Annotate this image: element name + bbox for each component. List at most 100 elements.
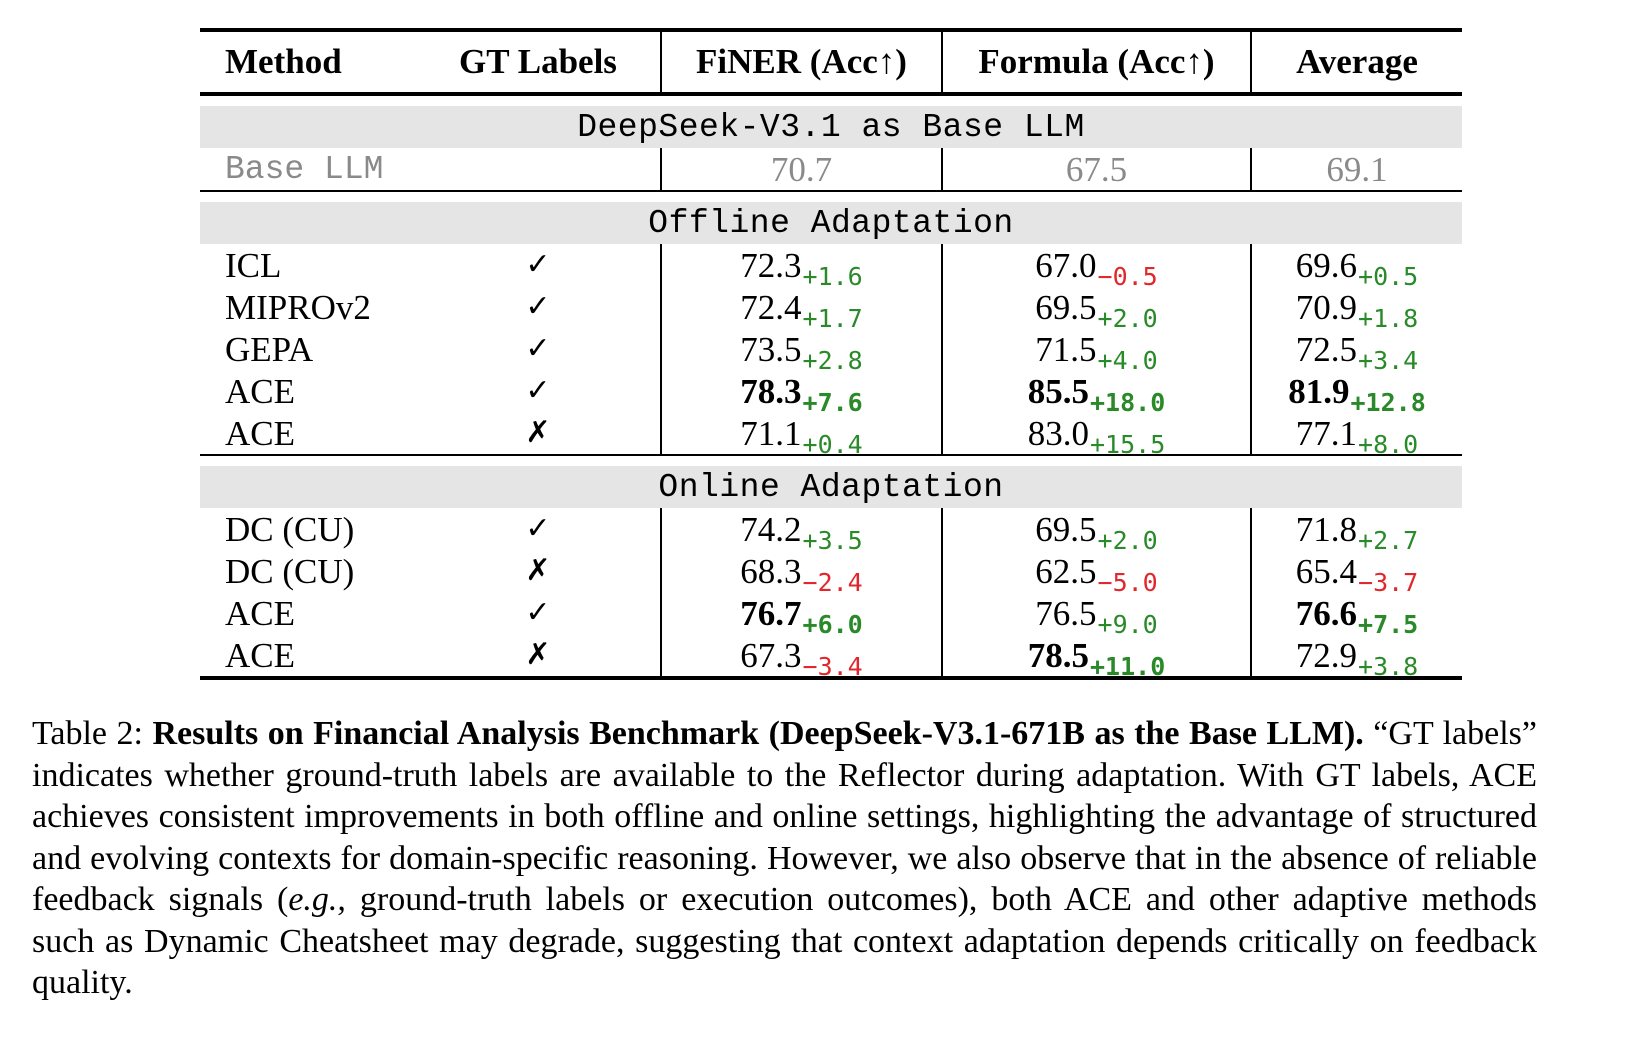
formula-cell: 69.5+2.0 [942, 286, 1252, 331]
method-cell: DC (CU) [225, 509, 355, 549]
formula-cell: 83.0+15.5 [942, 412, 1252, 457]
formula-delta: +9.0 [1097, 609, 1158, 639]
average-value: 72.5 [1295, 329, 1358, 369]
formula-value: 67.0 [1035, 245, 1097, 285]
gt-check-icon: ✓ [416, 328, 662, 370]
method-cell: ACE [225, 413, 295, 453]
gt-check-icon: ✓ [416, 508, 662, 550]
gt-cross-icon: ✗ [416, 412, 662, 455]
table-row: GEPA ✓ 73.5+2.8 71.5+4.0 72.5+3.4 [200, 328, 1462, 373]
section-label: Offline Adaptation [200, 202, 1462, 244]
average-value: 76.6 [1295, 593, 1358, 633]
formula-cell: 67.0−0.5 [942, 244, 1252, 289]
average-delta: +3.8 [1358, 651, 1419, 681]
table-row: ACE ✗ 67.3−3.4 78.5+11.0 72.9+3.8 [200, 634, 1462, 681]
gt-cross-icon: ✗ [416, 550, 662, 592]
formula-value: 69.5 [1035, 287, 1097, 327]
finer-delta: +1.7 [802, 303, 863, 333]
header-average: Average [1251, 28, 1462, 96]
method-cell: ICL [225, 245, 282, 285]
formula-delta: +15.5 [1089, 429, 1166, 459]
table-row: ACE ✓ 78.3+7.6 85.5+18.0 81.9+12.8 [200, 370, 1462, 415]
gt-check-icon: ✓ [416, 592, 662, 634]
finer-value: 78.3 [740, 371, 802, 411]
average-value: 81.9 [1288, 371, 1350, 411]
average-cell: 65.4−3.7 [1251, 550, 1462, 595]
finer-delta: +6.0 [802, 609, 863, 639]
average-cell: 69.1 [1326, 149, 1388, 189]
gt-cross-icon: ✗ [416, 634, 662, 680]
formula-value: 76.5 [1035, 593, 1097, 633]
average-value: 71.8 [1295, 509, 1358, 549]
formula-cell: 76.5+9.0 [942, 592, 1252, 637]
formula-value: 83.0 [1027, 413, 1089, 453]
finer-delta: −2.4 [802, 567, 863, 597]
finer-value: 68.3 [740, 551, 802, 591]
finer-delta: +7.6 [802, 387, 863, 417]
formula-cell: 62.5−5.0 [942, 550, 1252, 595]
formula-value: 85.5 [1027, 371, 1089, 411]
header-row: Method GT Labels FiNER (Acc↑) Formula (A… [200, 28, 1462, 96]
formula-cell: 85.5+18.0 [942, 370, 1252, 415]
formula-cell: 69.5+2.0 [942, 508, 1252, 553]
header-gt-labels: GT Labels [416, 28, 662, 96]
gt-check-icon: ✓ [416, 370, 662, 412]
base-llm-row: Base LLM 70.7 67.5 69.1 [200, 148, 1462, 191]
method-cell: ACE [200, 634, 416, 680]
average-cell: 72.9+3.8 [1251, 634, 1462, 681]
formula-delta: +2.0 [1097, 525, 1158, 555]
average-value: 70.9 [1295, 287, 1358, 327]
table-row: DC (CU) ✗ 68.3−2.4 62.5−5.0 65.4−3.7 [200, 550, 1462, 595]
finer-cell: 70.7 [661, 148, 943, 191]
finer-value: 76.7 [740, 593, 802, 633]
formula-value: 62.5 [1035, 551, 1097, 591]
finer-value: 73.5 [740, 329, 802, 369]
average-value: 65.4 [1295, 551, 1358, 591]
average-delta: +7.5 [1358, 609, 1419, 639]
finer-value: 72.4 [740, 287, 802, 327]
section-label: Online Adaptation [200, 466, 1462, 508]
average-cell: 81.9+12.8 [1251, 370, 1462, 415]
formula-value: 78.5 [1027, 635, 1089, 675]
section-offline: Offline Adaptation [200, 202, 1462, 244]
formula-cell: 67.5 [942, 148, 1252, 191]
method-cell: Base LLM [225, 150, 384, 188]
caption-label: Table 2: [32, 715, 143, 752]
average-value: 77.1 [1295, 413, 1358, 453]
finer-cell: 67.3−3.4 [661, 634, 943, 681]
caption-title: Results on Financial Analysis Benchmark … [152, 715, 1364, 752]
finer-delta: +1.6 [802, 261, 863, 291]
finer-cell: 74.2+3.5 [661, 508, 943, 553]
method-cell: ACE [225, 593, 295, 633]
method-cell: MIPROv2 [225, 287, 371, 327]
formula-delta: +2.0 [1097, 303, 1158, 333]
average-cell: 77.1+8.0 [1251, 412, 1462, 457]
section-base-llm: DeepSeek-V3.1 as Base LLM [200, 106, 1462, 148]
results-table-container: Method GT Labels FiNER (Acc↑) Formula (A… [200, 28, 1462, 680]
method-cell: DC (CU) [225, 551, 355, 591]
average-cell: 72.5+3.4 [1251, 328, 1462, 373]
formula-value: 71.5 [1035, 329, 1097, 369]
average-delta: +8.0 [1358, 429, 1419, 459]
caption-body-2: ground-truth labels or execution outcome… [32, 881, 1537, 1001]
finer-cell: 72.3+1.6 [661, 244, 943, 289]
header-method: Method [200, 28, 416, 96]
average-delta: +3.4 [1358, 345, 1419, 375]
average-value: 72.9 [1295, 635, 1358, 675]
finer-delta: −3.4 [802, 651, 863, 681]
gt-check-icon: ✓ [416, 286, 662, 328]
section-label: DeepSeek-V3.1 as Base LLM [200, 106, 1462, 148]
table-row: MIPROv2 ✓ 72.4+1.7 69.5+2.0 70.9+1.8 [200, 286, 1462, 331]
method-cell: ACE [225, 371, 295, 411]
formula-delta: −0.5 [1097, 261, 1158, 291]
section-online: Online Adaptation [200, 466, 1462, 508]
average-delta: +12.8 [1350, 387, 1426, 417]
formula-value: 69.5 [1035, 509, 1097, 549]
average-value: 69.6 [1295, 245, 1358, 285]
table-row: ACE ✓ 76.7+6.0 76.5+9.0 76.6+7.5 [200, 592, 1462, 637]
table-row: ACE ✗ 71.1+0.4 83.0+15.5 77.1+8.0 [200, 412, 1462, 457]
finer-value: 72.3 [740, 245, 802, 285]
finer-cell: 78.3+7.6 [661, 370, 943, 415]
formula-delta: +4.0 [1097, 345, 1158, 375]
finer-delta: +3.5 [802, 525, 863, 555]
